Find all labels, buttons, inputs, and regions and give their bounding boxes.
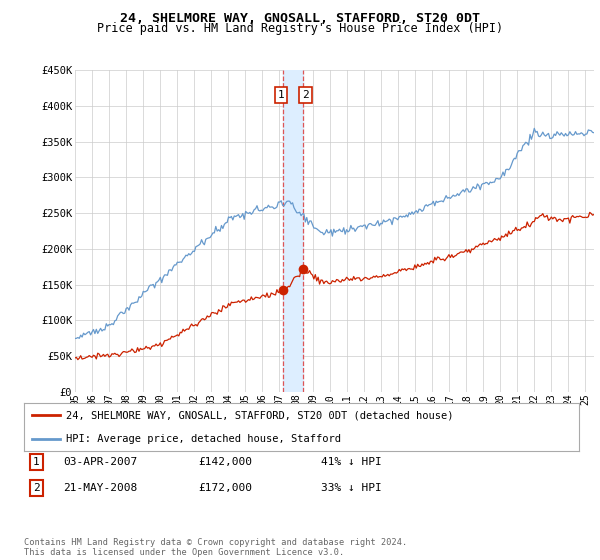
Text: 03-APR-2007: 03-APR-2007 [63,457,137,467]
Text: HPI: Average price, detached house, Stafford: HPI: Average price, detached house, Staf… [65,434,341,444]
Text: 24, SHELMORE WAY, GNOSALL, STAFFORD, ST20 0DT: 24, SHELMORE WAY, GNOSALL, STAFFORD, ST2… [120,12,480,25]
Text: £142,000: £142,000 [198,457,252,467]
Text: 1: 1 [278,90,284,100]
Text: £172,000: £172,000 [198,483,252,493]
Text: 21-MAY-2008: 21-MAY-2008 [63,483,137,493]
Text: 33% ↓ HPI: 33% ↓ HPI [321,483,382,493]
Text: Contains HM Land Registry data © Crown copyright and database right 2024.
This d: Contains HM Land Registry data © Crown c… [24,538,407,557]
Text: 2: 2 [302,90,309,100]
Text: 24, SHELMORE WAY, GNOSALL, STAFFORD, ST20 0DT (detached house): 24, SHELMORE WAY, GNOSALL, STAFFORD, ST2… [65,410,453,420]
Text: Price paid vs. HM Land Registry's House Price Index (HPI): Price paid vs. HM Land Registry's House … [97,22,503,35]
Bar [283,70,303,392]
Text: 41% ↓ HPI: 41% ↓ HPI [321,457,382,467]
Text: 2: 2 [33,483,40,493]
Text: 1: 1 [33,457,40,467]
